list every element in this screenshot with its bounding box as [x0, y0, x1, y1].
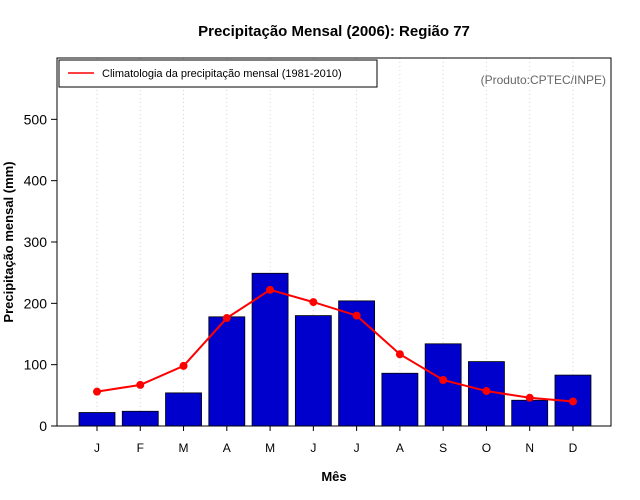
climatology-point-4	[222, 314, 231, 323]
x-tick-label: S	[439, 441, 447, 455]
y-tick-label: 400	[24, 173, 48, 189]
climatology-point-6	[309, 298, 318, 307]
climatology-point-3	[179, 361, 188, 370]
chart-title: Precipitação Mensal (2006): Região 77	[198, 23, 470, 40]
x-tick-label: M	[265, 441, 275, 455]
x-tick-label: D	[569, 441, 578, 455]
legend-entry-climatology: Climatologia da precipitação mensal (198…	[102, 68, 342, 80]
legend: Climatologia da precipitação mensal (198…	[58, 59, 378, 88]
y-tick-label: 300	[24, 234, 48, 250]
x-tick-label: F	[137, 441, 144, 455]
credit-annotation: (Produto:CPTEC/INPE)	[481, 73, 606, 87]
x-tick-label: O	[482, 441, 491, 455]
bars	[78, 272, 592, 427]
climatology-point-2	[136, 380, 145, 389]
y-tick-label: 500	[24, 111, 48, 127]
x-tick-label: J	[310, 441, 316, 455]
y-tick-label: 200	[24, 295, 48, 311]
y-tick-label: 0	[39, 418, 47, 434]
bar-J-1	[78, 412, 116, 427]
climatology-point-1	[93, 387, 101, 396]
climatology-point-11	[525, 393, 534, 402]
x-tick-label: M	[179, 441, 189, 455]
x-tick-label: N	[525, 441, 534, 455]
x-tick-label: J	[94, 441, 100, 455]
bar-J-7	[338, 300, 376, 427]
x-tick-label: A	[396, 441, 404, 455]
climatology-point-7	[352, 311, 361, 320]
y-axis-label: Precipitação mensal (mm)	[1, 161, 16, 322]
bar-N-11	[511, 399, 549, 427]
y-tick-label: 100	[24, 357, 48, 373]
climatology-point-10	[482, 387, 491, 396]
bar-M-5	[251, 272, 289, 427]
climatology-line	[96, 288, 574, 403]
bar-A-4	[208, 316, 246, 427]
bar-A-8	[381, 372, 419, 427]
climatology-point-8	[395, 350, 404, 359]
x-axis-label: Mês	[321, 469, 346, 484]
climatology-point-9	[439, 376, 448, 384]
legend-box	[58, 59, 378, 88]
bar-S-9	[424, 343, 462, 427]
bar-F-2	[121, 410, 159, 427]
x-tick-label: A	[223, 441, 231, 455]
bar-M-3	[165, 392, 202, 427]
climatology-line-layer	[93, 285, 577, 406]
climatology-point-5	[266, 285, 275, 294]
y-axis: 0 100 200 300 400 500	[24, 111, 57, 434]
x-tick-label: J	[354, 441, 360, 455]
bar-J-6	[294, 315, 332, 427]
grid-lines	[96, 58, 574, 426]
climatology-point-12	[568, 397, 577, 406]
